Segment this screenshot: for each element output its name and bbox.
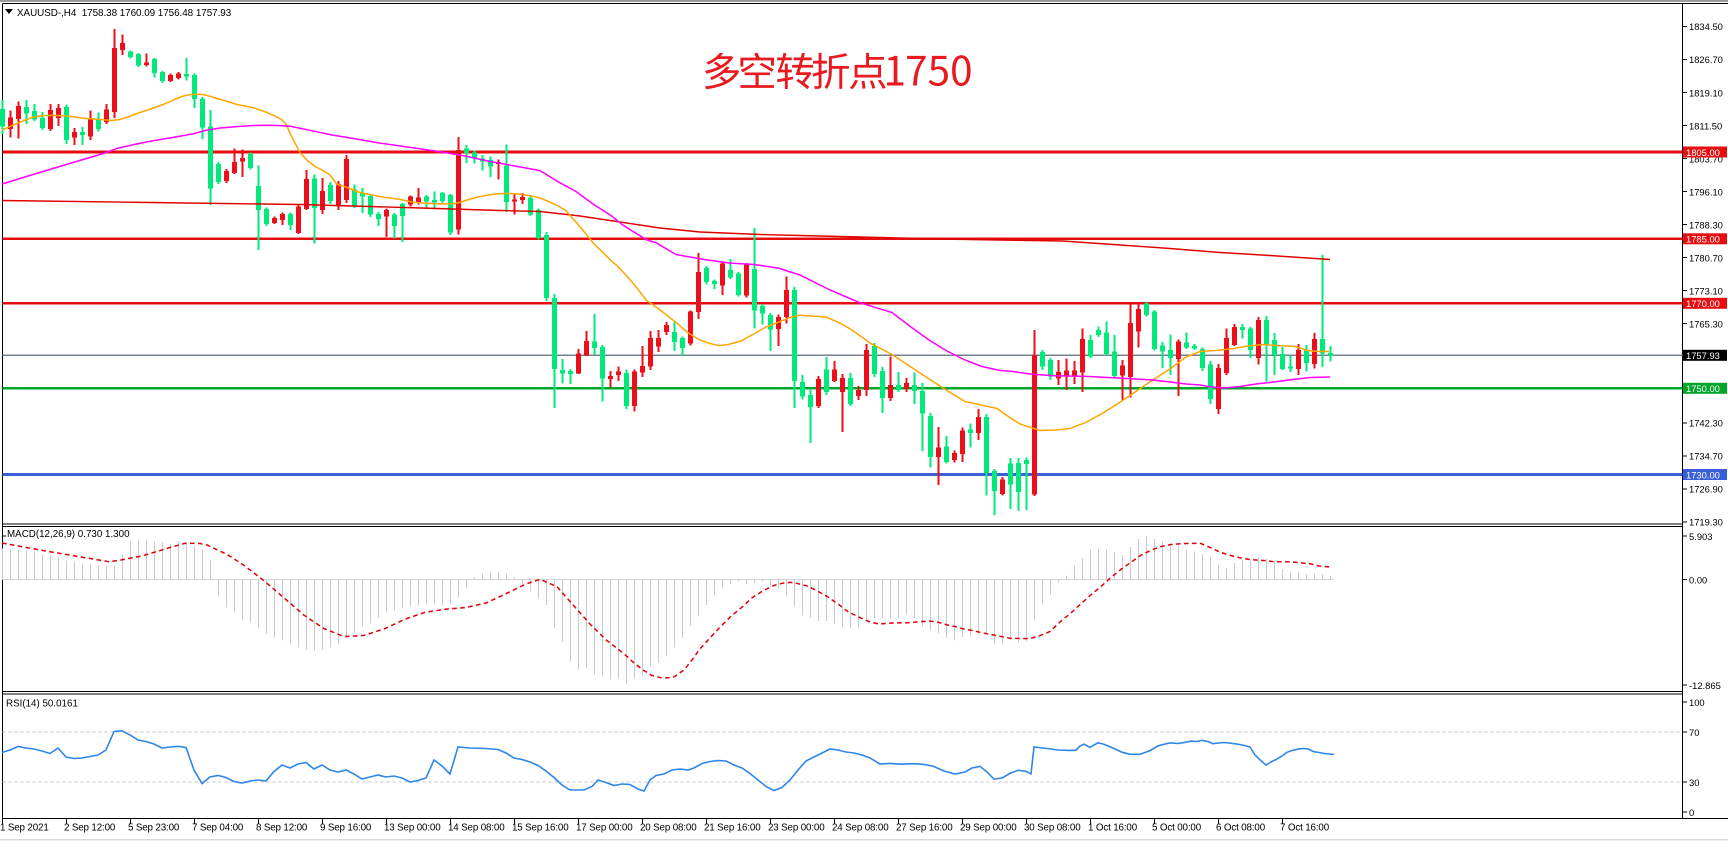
svg-text:0.00: 0.00 — [1689, 574, 1707, 585]
svg-text:70: 70 — [1689, 727, 1699, 738]
svg-text:0: 0 — [1689, 807, 1694, 818]
svg-text:1826.70: 1826.70 — [1689, 54, 1723, 65]
svg-text:MACD(12,26,9) 0.730 1.300: MACD(12,26,9) 0.730 1.300 — [7, 529, 130, 540]
svg-text:1742.30: 1742.30 — [1689, 418, 1723, 429]
svg-text:13 Sep 00:00: 13 Sep 00:00 — [384, 823, 441, 834]
svg-text:1730.00: 1730.00 — [1686, 469, 1720, 480]
svg-text:2 Sep 12:00: 2 Sep 12:00 — [64, 823, 116, 834]
svg-text:1805.00: 1805.00 — [1686, 147, 1720, 158]
svg-text:1726.90: 1726.90 — [1689, 484, 1723, 495]
svg-text:1734.70: 1734.70 — [1689, 451, 1723, 462]
svg-text:30: 30 — [1689, 777, 1699, 788]
svg-text:9 Sep 16:00: 9 Sep 16:00 — [320, 823, 372, 834]
svg-text:29 Sep 00:00: 29 Sep 00:00 — [960, 823, 1017, 834]
svg-text:21 Sep 16:00: 21 Sep 16:00 — [704, 823, 761, 834]
svg-text:1788.30: 1788.30 — [1689, 219, 1723, 230]
svg-text:7 Oct 16:00: 7 Oct 16:00 — [1280, 823, 1330, 834]
svg-text:20 Sep 08:00: 20 Sep 08:00 — [640, 823, 697, 834]
svg-text:17 Sep 00:00: 17 Sep 00:00 — [576, 823, 633, 834]
svg-text:15 Sep 16:00: 15 Sep 16:00 — [512, 823, 569, 834]
svg-text:100: 100 — [1689, 697, 1705, 708]
svg-text:1773.10: 1773.10 — [1689, 286, 1723, 297]
svg-text:30 Sep 08:00: 30 Sep 08:00 — [1024, 823, 1081, 834]
svg-text:1719.30: 1719.30 — [1689, 517, 1723, 528]
svg-text:24 Sep 08:00: 24 Sep 08:00 — [832, 823, 889, 834]
svg-text:1770.00: 1770.00 — [1686, 298, 1720, 309]
svg-text:5 Sep 23:00: 5 Sep 23:00 — [128, 823, 180, 834]
svg-text:8 Sep 12:00: 8 Sep 12:00 — [256, 823, 308, 834]
svg-text:1834.50: 1834.50 — [1689, 21, 1723, 32]
svg-text:1757.93: 1757.93 — [1686, 350, 1720, 361]
svg-text:1765.30: 1765.30 — [1689, 319, 1723, 330]
svg-text:-12.865: -12.865 — [1689, 680, 1721, 691]
svg-text:6 Oct 08:00: 6 Oct 08:00 — [1216, 823, 1266, 834]
svg-text:5.903: 5.903 — [1689, 531, 1712, 542]
svg-text:RSI(14) 50.0161: RSI(14) 50.0161 — [6, 699, 78, 710]
svg-text:1819.10: 1819.10 — [1689, 87, 1723, 98]
svg-text:5 Oct 00:00: 5 Oct 00:00 — [1152, 823, 1202, 834]
svg-text:1 Oct 16:00: 1 Oct 16:00 — [1088, 823, 1138, 834]
svg-text:27 Sep 16:00: 27 Sep 16:00 — [896, 823, 953, 834]
svg-text:1811.50: 1811.50 — [1689, 120, 1722, 131]
svg-text:23 Sep 00:00: 23 Sep 00:00 — [768, 823, 825, 834]
svg-text:1803.70: 1803.70 — [1689, 153, 1723, 164]
svg-text:XAUUSD-,H4 1758.38 1760.09 17: XAUUSD-,H4 1758.38 1760.09 1756.48 1757.… — [17, 8, 232, 19]
svg-text:1796.10: 1796.10 — [1689, 186, 1723, 197]
svg-text:7 Sep 04:00: 7 Sep 04:00 — [192, 823, 244, 834]
svg-text:14 Sep 08:00: 14 Sep 08:00 — [448, 823, 505, 834]
svg-text:1785.00: 1785.00 — [1686, 234, 1720, 245]
svg-text:1750.00: 1750.00 — [1686, 383, 1720, 394]
svg-text:1 Sep 2021: 1 Sep 2021 — [0, 823, 49, 834]
svg-text:1780.70: 1780.70 — [1689, 253, 1723, 264]
